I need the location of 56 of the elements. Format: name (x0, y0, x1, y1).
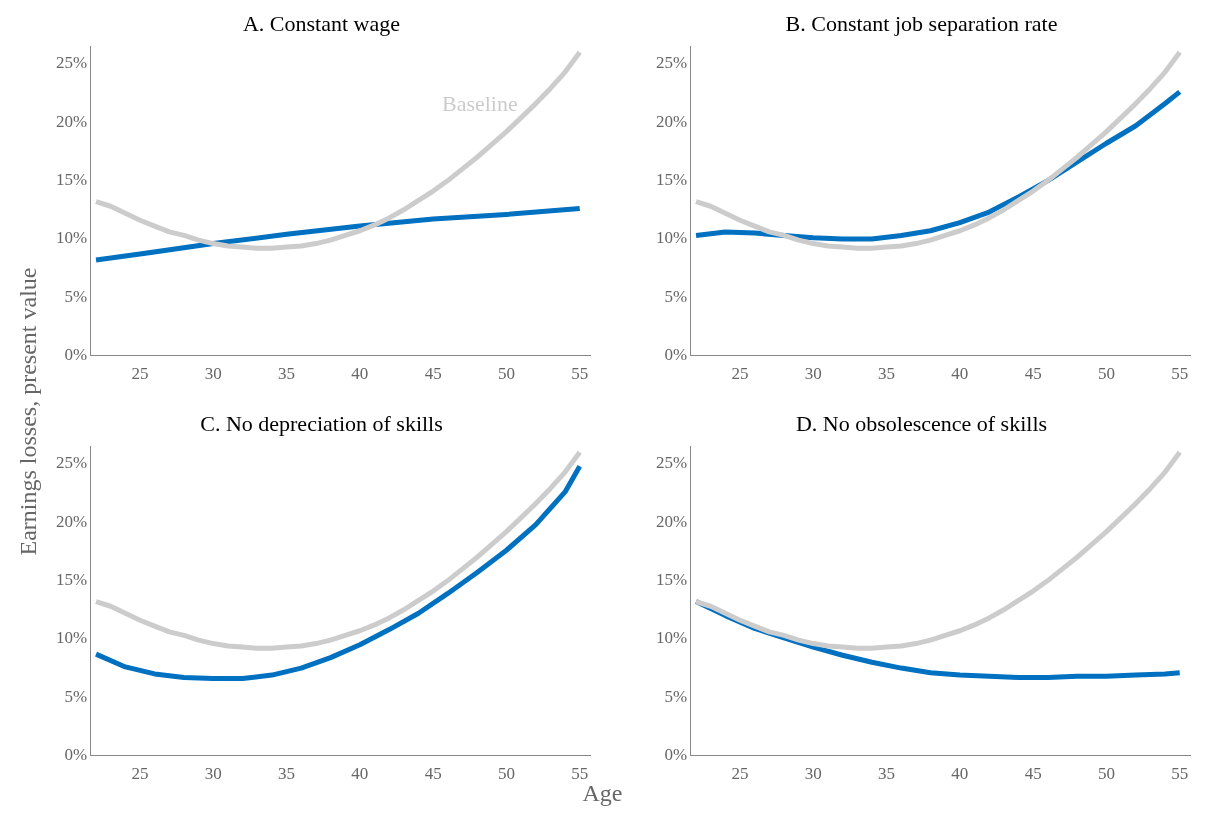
y-tick-label: 0% (64, 345, 88, 365)
y-axis-title: Earnings losses, present value (14, 266, 42, 558)
y-tick-label: 0% (64, 745, 88, 765)
x-tick-label: 30 (804, 764, 822, 784)
y-tick-label: 5% (664, 286, 688, 306)
y-tick-label: 25% (55, 53, 88, 73)
y-tick-label: 5% (64, 286, 88, 306)
x-tick-label: 45 (1024, 364, 1042, 384)
y-tick-label: 20% (655, 511, 688, 531)
y-tick-label: 15% (55, 170, 88, 190)
y-tick-label: 0% (664, 345, 688, 365)
y-tick-label: 20% (55, 111, 88, 131)
x-tick-label: 30 (204, 364, 222, 384)
y-tick-label: 15% (55, 570, 88, 590)
x-tick-label: 55 (571, 364, 589, 384)
y-tick-label: 0% (664, 745, 688, 765)
x-tick-label: 35 (278, 764, 296, 784)
x-tick-label: 35 (878, 764, 896, 784)
x-tick-label: 55 (1171, 764, 1189, 784)
x-tick-label: 25 (731, 364, 749, 384)
x-tick-label: 30 (804, 364, 822, 384)
x-tick-label: 50 (1097, 364, 1115, 384)
y-tick-label: 10% (655, 228, 688, 248)
x-tick-label: 40 (951, 764, 969, 784)
x-tick-label: 45 (424, 764, 442, 784)
y-tick-label: 20% (55, 511, 88, 531)
y-tick-label: 20% (655, 111, 688, 131)
x-tick-label: 40 (951, 364, 969, 384)
y-tick-label: 10% (55, 628, 88, 648)
x-tick-label: 40 (351, 764, 369, 784)
y-tick-label: 10% (55, 228, 88, 248)
y-tick-label: 5% (64, 686, 88, 706)
x-tick-label: 30 (204, 764, 222, 784)
y-tick-label: 25% (655, 53, 688, 73)
x-tick-label: 50 (1097, 764, 1115, 784)
chart-title: D. No obsolescence of skills (795, 410, 1048, 436)
x-tick-label: 25 (731, 764, 749, 784)
x-tick-label: 45 (424, 364, 442, 384)
y-tick-label: 15% (655, 570, 688, 590)
chart-title: C. No depreciation of skills (200, 410, 443, 436)
y-tick-label: 5% (664, 686, 688, 706)
x-tick-label: 35 (278, 364, 296, 384)
x-tick-label: 50 (497, 364, 515, 384)
x-tick-label: 45 (1024, 764, 1042, 784)
x-tick-label: 25 (131, 364, 149, 384)
chart-title: B. Constant job separation rate (785, 10, 1058, 36)
x-tick-label: 40 (351, 364, 369, 384)
x-tick-label: 35 (878, 364, 896, 384)
y-tick-label: 15% (655, 170, 688, 190)
x-tick-label: 55 (1171, 364, 1189, 384)
x-tick-label: 50 (497, 764, 515, 784)
chart-title: A. Constant wage (242, 10, 401, 36)
x-tick-label: 25 (131, 764, 149, 784)
y-tick-label: 25% (655, 453, 688, 473)
y-tick-label: 10% (655, 628, 688, 648)
y-tick-label: 25% (55, 453, 88, 473)
